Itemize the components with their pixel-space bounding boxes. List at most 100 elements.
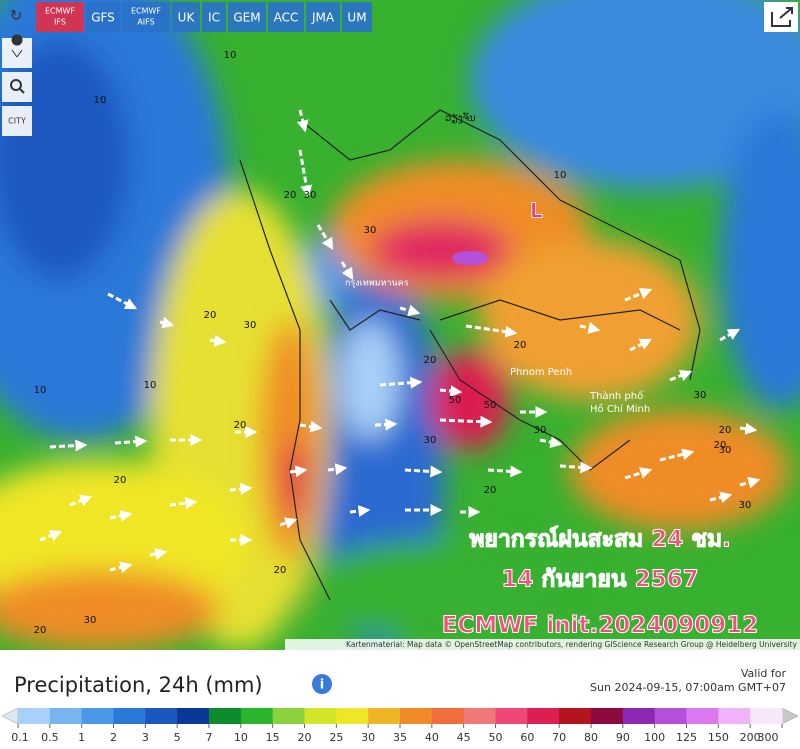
wind-arrow xyxy=(298,149,313,198)
contour-label: 50 xyxy=(484,400,497,411)
colorbar-swatch xyxy=(686,708,719,724)
wind-arrow xyxy=(439,385,463,398)
contour-label: 50 xyxy=(449,395,462,406)
wind-arrow xyxy=(279,517,298,529)
colorbar-high-end xyxy=(781,707,799,725)
contour-label: 30 xyxy=(364,225,377,236)
model-tab-label: ACC xyxy=(274,11,299,25)
colorbar-swatch xyxy=(400,708,433,724)
contour-label: 30 xyxy=(244,320,257,331)
wind-arrow xyxy=(669,369,693,382)
valid-time: Sun 2024-09-15, 07:00am GMT+07 xyxy=(590,681,786,694)
zoom-button[interactable] xyxy=(2,72,32,102)
model-tab[interactable] xyxy=(268,2,304,32)
share-icon xyxy=(771,7,793,27)
pin-icon xyxy=(11,34,23,58)
contour-label: 20 xyxy=(274,565,287,576)
wind-arrow xyxy=(209,334,227,347)
wind-arrows xyxy=(39,109,761,574)
model-tab[interactable] xyxy=(306,2,340,32)
colorbar-tick-label: 15 xyxy=(266,731,280,744)
model-tab-label: JMA xyxy=(311,11,335,25)
contour-label: 10 xyxy=(224,50,237,61)
refresh-icon[interactable]: ↻ xyxy=(10,7,23,25)
city-button[interactable] xyxy=(2,106,32,136)
attribution-bg xyxy=(285,639,800,650)
wind-arrow xyxy=(107,292,138,310)
model-tab[interactable] xyxy=(228,2,266,32)
wind-arrow xyxy=(327,463,348,476)
contour-label: 10 xyxy=(34,385,47,396)
zoom-icon xyxy=(10,79,22,91)
model-tab-label: UM xyxy=(347,11,366,25)
wind-arrow xyxy=(316,224,334,251)
wind-arrow xyxy=(49,439,88,452)
colorbar-tick-label: 200 xyxy=(740,731,761,744)
wind-arrow xyxy=(229,482,253,495)
model-tab-label: IC xyxy=(208,11,220,25)
colorbar-swatch xyxy=(463,708,496,724)
wind-arrow xyxy=(487,465,523,478)
model-tab[interactable] xyxy=(122,2,170,32)
wind-arrow xyxy=(299,420,323,433)
wind-arrow xyxy=(109,509,133,522)
colorbar-swatch xyxy=(113,708,146,724)
city-label: CITY xyxy=(8,117,26,126)
zoom-icon-handle xyxy=(19,88,25,94)
colorbar-tick-label: 60 xyxy=(520,731,534,744)
place-label: กรุงเทพมหานคร xyxy=(345,279,409,289)
wind-arrow xyxy=(296,109,309,133)
contour-label: 30 xyxy=(304,190,317,201)
model-tab-label: GFS xyxy=(91,11,115,25)
colorbar-tick-label: 35 xyxy=(393,731,407,744)
wind-arrow xyxy=(404,465,443,478)
colorbar-swatch xyxy=(750,708,783,724)
colorbar-tick-label: 0.5 xyxy=(41,731,59,744)
colorbar-swatch xyxy=(49,708,83,724)
wind-arrow xyxy=(719,328,741,342)
model-tab-label: IFS xyxy=(54,18,66,27)
colorbar-swatch xyxy=(527,708,560,724)
contour-label: 20 xyxy=(114,475,127,486)
model-tab[interactable] xyxy=(172,2,200,32)
colorbar-tick-label: 50 xyxy=(489,731,503,744)
wind-arrow xyxy=(340,261,354,281)
precip-field xyxy=(0,0,800,650)
model-tab-label: GEM xyxy=(233,11,260,25)
contour-label: 20 xyxy=(284,190,297,201)
model-tab[interactable] xyxy=(342,2,372,32)
wind-arrow xyxy=(624,467,653,480)
colorbar-tick-label: 2 xyxy=(110,731,117,744)
wind-arrow xyxy=(349,505,371,518)
contour-label: 30 xyxy=(739,500,752,511)
wind-arrow xyxy=(289,465,308,478)
contour-label: 30 xyxy=(694,390,707,401)
contour-label: 30 xyxy=(424,435,437,446)
model-tab-label: ECMWF xyxy=(45,7,75,16)
model-tab-label: ECMWF xyxy=(131,7,161,16)
model-tab[interactable] xyxy=(202,2,226,32)
wind-arrow xyxy=(659,448,695,462)
colorbar-swatch xyxy=(145,708,178,724)
contour-label: 20 xyxy=(484,485,497,496)
place-label: Hồ Chí Minh xyxy=(590,403,650,415)
colorbar-swatch xyxy=(431,708,465,724)
model-tab[interactable] xyxy=(86,2,120,32)
colorbar-tick-label: 10 xyxy=(234,731,248,744)
info-button[interactable] xyxy=(312,674,332,694)
info-icon: i xyxy=(320,678,324,693)
place-label: ວຽງຈັນ xyxy=(445,111,476,124)
contour-label: 20 xyxy=(424,355,437,366)
place-label: Thành phố xyxy=(589,390,643,402)
contour-label: 20 xyxy=(234,420,247,431)
model-tab[interactable] xyxy=(36,2,84,32)
wind-arrow xyxy=(559,461,593,474)
contour-label: 20 xyxy=(204,310,217,321)
colorbar-tick-label: 45 xyxy=(457,731,471,744)
wind-arrow xyxy=(624,287,653,302)
model-tab-label: UK xyxy=(178,11,196,25)
colorbar-tick-label: 0.1 xyxy=(11,731,29,744)
precip-peak xyxy=(452,251,488,265)
